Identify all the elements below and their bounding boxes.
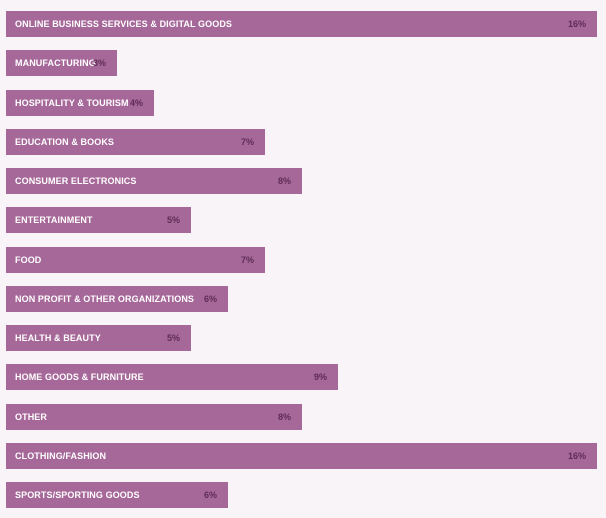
bar-value-label: 16% — [567, 451, 586, 461]
bar-value-label: 9% — [313, 372, 327, 382]
bar-label: ENTERTAINMENT — [15, 215, 93, 225]
bar-label: CLOTHING/FASHION — [15, 451, 107, 461]
bar-label: NON PROFIT & OTHER ORGANIZATIONS — [15, 294, 195, 304]
bar-label: OTHER — [15, 412, 47, 422]
bar-value-label: 6% — [203, 490, 217, 500]
bar: OTHER 8% — [6, 404, 302, 430]
bar-label: EDUCATION & BOOKS — [15, 137, 115, 147]
bar-value-label: 5% — [166, 333, 180, 343]
bar-value-label: 8% — [277, 412, 291, 422]
bar-label: HOSPITALITY & TOURISM — [15, 98, 129, 108]
bar: FOOD 7% — [6, 247, 265, 273]
bar-value-label: 5% — [166, 215, 180, 225]
bar: SPORTS/SPORTING GOODS 6% — [6, 482, 228, 508]
bar: NON PROFIT & OTHER ORGANIZATIONS 6% — [6, 286, 228, 312]
bar: HOME GOODS & FURNITURE 9% — [6, 364, 338, 390]
bar: HOSPITALITY & TOURISM 4% — [6, 90, 154, 116]
bar-value-label: 8% — [277, 176, 291, 186]
bar-label: CONSUMER ELECTRONICS — [15, 176, 137, 186]
bar: CONSUMER ELECTRONICS 8% — [6, 168, 302, 194]
bar: MANUFACTURING 3% — [6, 50, 117, 76]
bar: HEALTH & BEAUTY 5% — [6, 325, 191, 351]
bar-label: ONLINE BUSINESS SERVICES & DIGITAL GOODS — [15, 19, 233, 29]
bar-value-label: 16% — [567, 19, 586, 29]
bar-label: HEALTH & BEAUTY — [15, 333, 101, 343]
bar-label: MANUFACTURING — [15, 58, 96, 68]
bar: EDUCATION & BOOKS 7% — [6, 129, 265, 155]
bar: CLOTHING/FASHION 16% — [6, 443, 597, 469]
bar-value-label: 4% — [129, 98, 143, 108]
bar-value-label: 7% — [240, 137, 254, 147]
bar: ONLINE BUSINESS SERVICES & DIGITAL GOODS… — [6, 11, 597, 37]
bar: ENTERTAINMENT 5% — [6, 207, 191, 233]
bar-label: SPORTS/SPORTING GOODS — [15, 490, 140, 500]
bar-label: FOOD — [15, 255, 42, 265]
bar-value-label: 7% — [240, 255, 254, 265]
bar-value-label: 3% — [92, 58, 106, 68]
bar-value-label: 6% — [203, 294, 217, 304]
bar-label: HOME GOODS & FURNITURE — [15, 372, 144, 382]
